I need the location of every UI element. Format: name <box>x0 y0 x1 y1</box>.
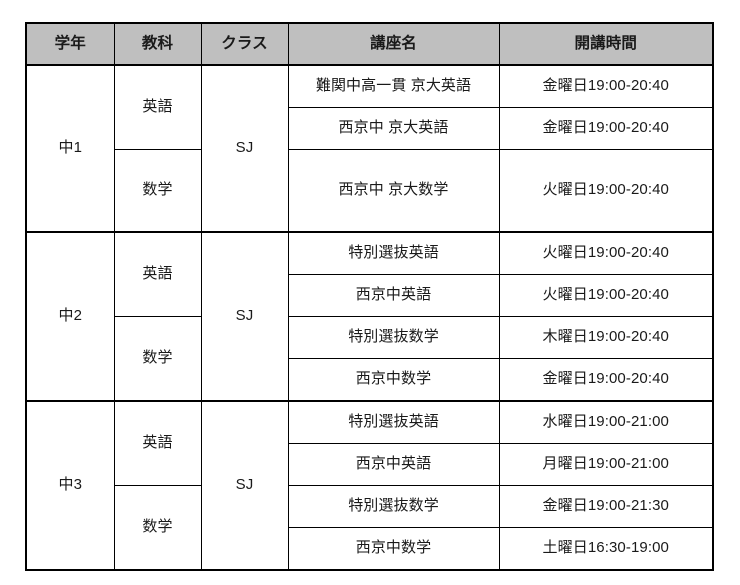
table-row: 西京中英語 火曜日19:00-20:40 <box>26 274 714 317</box>
course-time-cell: 火曜日19:00-20:40 <box>498 274 714 317</box>
course-name-cell: 西京中数学 <box>287 527 500 571</box>
course-time-cell: 月曜日19:00-21:00 <box>498 443 714 486</box>
table-row: 西京中 京大英語 金曜日19:00-20:40 <box>26 107 714 150</box>
grade-block: 中3 英語 SJ 特別選抜英語 水曜日19:00-21:00 西京中英語 月曜日19:00-… <box>25 400 714 571</box>
table-row: 西京中英語 月曜日19:00-21:00 <box>26 443 714 486</box>
class-cell: SJ <box>200 64 289 233</box>
column-header-time: 開講時間 <box>498 22 714 66</box>
grade-cell: 中1 <box>25 64 115 233</box>
course-time-cell: 木曜日19:00-20:40 <box>498 316 714 359</box>
course-time-cell: 金曜日19:00-20:40 <box>498 107 714 150</box>
table-row: 中1 英語 SJ 難関中高一貫 京大英語 金曜日19:00-20:40 <box>25 64 714 233</box>
subject-cell: 英語 <box>113 64 202 150</box>
grade-cell: 中2 <box>25 231 115 402</box>
course-time-cell: 火曜日19:00-20:40 <box>498 149 714 233</box>
column-header-subject: 教科 <box>113 22 202 66</box>
column-header-class: クラス <box>200 22 289 66</box>
table-row: 中2 英語 SJ 特別選抜英語 火曜日19:00-20:40 <box>25 231 714 402</box>
course-name-cell: 難関中高一貫 京大英語 <box>287 64 500 108</box>
table-header: 学年 教科 クラス 講座名 開講時間 <box>25 22 714 66</box>
course-time-cell: 土曜日16:30-19:00 <box>498 527 714 571</box>
grade-block: 中1 英語 SJ 難関中高一貫 京大英語 金曜日19:00-20:40 西京中 京大英語金… <box>25 64 714 233</box>
schedule-table-container: 学年 教科 クラス 講座名 開講時間 中1 英語 SJ 難関中高一貫 京大英語 金曜日1… <box>25 22 714 571</box>
course-time-cell: 金曜日19:00-20:40 <box>498 64 714 108</box>
subject-cell: 数学 <box>113 316 202 402</box>
course-name-cell: 西京中 京大数学 <box>287 149 500 233</box>
course-time-cell: 火曜日19:00-20:40 <box>498 231 714 275</box>
table-row: 中3 英語 SJ 特別選抜英語 水曜日19:00-21:00 <box>25 400 714 571</box>
course-time-cell: 金曜日19:00-21:30 <box>498 485 714 528</box>
column-header-grade: 学年 <box>25 22 115 66</box>
column-header-course: 講座名 <box>287 22 500 66</box>
course-name-cell: 特別選抜数学 <box>287 485 500 528</box>
course-name-cell: 西京中 京大英語 <box>287 107 500 150</box>
class-cell: SJ <box>200 231 289 402</box>
course-schedule-table: 学年 教科 クラス 講座名 開講時間 中1 英語 SJ 難関中高一貫 京大英語 金曜日1… <box>25 22 714 571</box>
grade-block: 中2 英語 SJ 特別選抜英語 火曜日19:00-20:40 西京中英語 火曜日19:00-… <box>25 231 714 402</box>
course-name-cell: 特別選抜英語 <box>287 231 500 275</box>
subject-cell: 数学 <box>113 149 202 233</box>
header-row: 学年 教科 クラス 講座名 開講時間 <box>25 22 714 66</box>
course-name-cell: 西京中英語 <box>287 443 500 486</box>
table-row: 西京中数学 土曜日16:30-19:00 <box>26 527 714 571</box>
table-row: 数学 西京中 京大数学 火曜日19:00-20:40 <box>26 149 714 233</box>
course-time-cell: 水曜日19:00-21:00 <box>498 400 714 444</box>
course-time-cell: 金曜日19:00-20:40 <box>498 358 714 402</box>
course-name-cell: 西京中数学 <box>287 358 500 402</box>
course-name-cell: 西京中英語 <box>287 274 500 317</box>
course-name-cell: 特別選抜数学 <box>287 316 500 359</box>
course-name-cell: 特別選抜英語 <box>287 400 500 444</box>
table-row: 数学 特別選抜数学 木曜日19:00-20:40 <box>26 316 714 402</box>
subject-cell: 英語 <box>113 231 202 317</box>
table-row: 西京中数学 金曜日19:00-20:40 <box>26 358 714 402</box>
grade-cell: 中3 <box>25 400 115 571</box>
subject-cell: 英語 <box>113 400 202 486</box>
class-cell: SJ <box>200 400 289 571</box>
subject-cell: 数学 <box>113 485 202 571</box>
table-row: 数学 特別選抜数学 金曜日19:00-21:30 <box>26 485 714 571</box>
